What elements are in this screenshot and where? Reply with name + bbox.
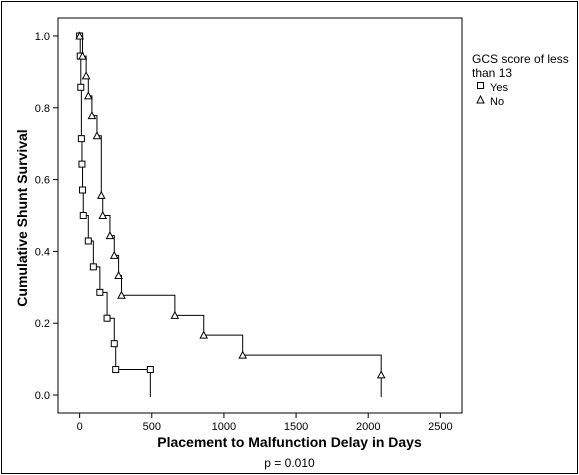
data-point-yes — [79, 186, 87, 194]
x-axis-label: Placement to Malfunction Delay in Days — [157, 434, 422, 450]
data-point-no — [376, 370, 386, 379]
data-point-no — [170, 310, 180, 319]
y-axis-label: Cumulative Shunt Survival — [14, 129, 30, 307]
data-point-no — [199, 330, 209, 339]
data-point-no — [83, 91, 93, 100]
data-point-no — [238, 350, 248, 359]
x-tick-label: 500 — [143, 421, 161, 433]
x-axis-label-wrap: Placement to Malfunction Delay in Days — [0, 434, 579, 450]
legend-item-no: No — [476, 94, 577, 108]
p-value-wrap: p = 0.010 — [0, 456, 579, 470]
x-tick-label: 2000 — [356, 421, 380, 433]
survival-line-yes — [79, 35, 151, 371]
data-point-yes — [89, 263, 97, 271]
data-point-yes — [84, 237, 92, 245]
legend-item-yes: Yes — [476, 81, 577, 94]
data-point-no — [81, 71, 91, 80]
data-point-yes — [79, 212, 87, 219]
data-point-yes — [103, 314, 111, 322]
legend-label-no: No — [490, 95, 505, 108]
y-tick-label: 0.2 — [35, 318, 50, 330]
x-tick-label: 1500 — [284, 421, 308, 433]
data-point-yes — [110, 340, 118, 348]
data-point-yes — [77, 135, 85, 143]
triangle-marker-icon — [476, 94, 490, 108]
y-tick-label: 0.6 — [35, 175, 50, 187]
square-marker-icon — [476, 81, 490, 94]
data-point-no — [117, 290, 126, 299]
data-point-yes — [78, 160, 86, 168]
data-point-yes — [112, 366, 120, 374]
y-tick-label: 0.8 — [35, 103, 50, 115]
data-point-no — [75, 31, 84, 40]
data-point-yes — [146, 366, 154, 374]
data-point-yes — [77, 83, 85, 91]
survival-line-no — [79, 35, 382, 375]
data-point-no — [96, 190, 106, 199]
p-value: p = 0.010 — [264, 456, 315, 470]
y-tick-label: 0.4 — [35, 246, 50, 258]
data-point-no — [98, 210, 108, 219]
data-point-no — [109, 250, 119, 259]
legend-title: GCS score of less than 13 — [472, 52, 569, 80]
data-point-yes — [96, 288, 104, 296]
data-point-no — [78, 51, 87, 60]
data-point-no — [87, 111, 97, 120]
data-point-no — [114, 270, 123, 279]
data-point-no — [92, 131, 102, 140]
y-tick-label: 0.0 — [35, 390, 50, 402]
x-tick-label: 2500 — [428, 421, 452, 433]
legend: GCS score of less than 13 Yes No — [472, 52, 577, 108]
legend-label-yes: Yes — [490, 81, 508, 94]
data-point-no — [105, 231, 115, 240]
plot-area — [57, 17, 463, 414]
y-tick-label: 1.0 — [35, 31, 50, 43]
x-tick-label: 1000 — [212, 421, 236, 433]
x-tick-label: 0 — [77, 421, 83, 433]
